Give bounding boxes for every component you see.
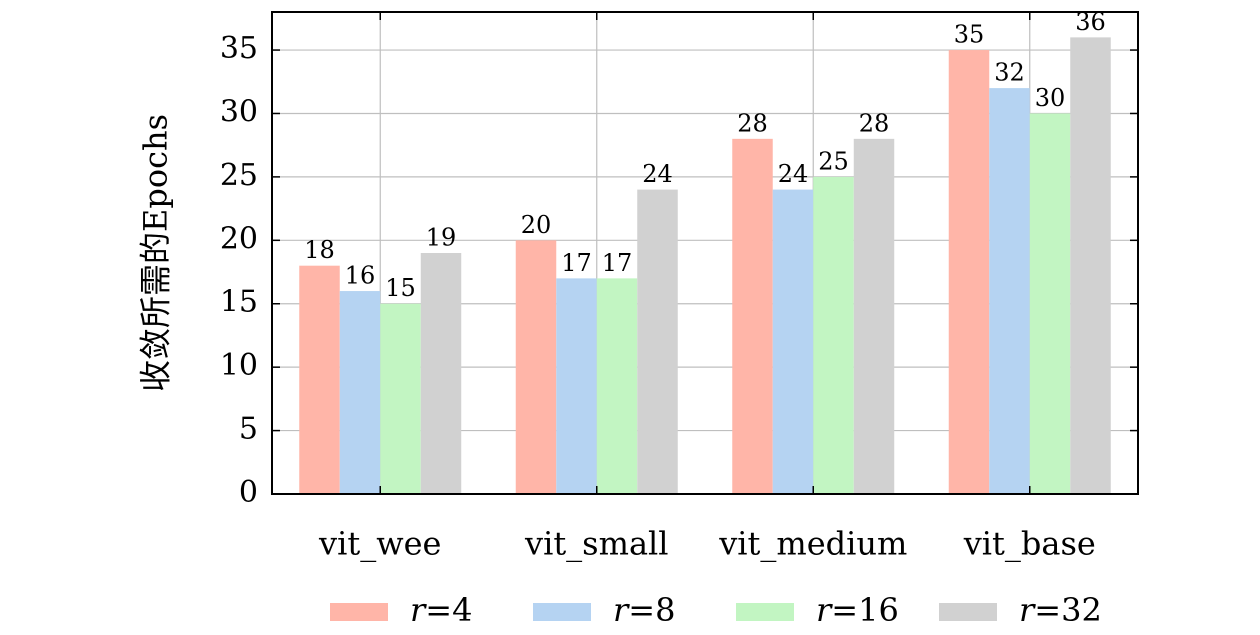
legend-item: r=32	[939, 591, 1102, 629]
legend-label: r=4	[410, 591, 472, 629]
bars	[299, 37, 1111, 495]
legend-swatch	[330, 603, 388, 621]
data-label: 19	[426, 224, 457, 252]
legend-swatch	[533, 603, 591, 621]
legend-item: r=16	[736, 591, 899, 629]
y-tick-label: 20	[220, 221, 258, 256]
data-label: 25	[818, 147, 849, 175]
data-label: 20	[521, 211, 552, 239]
data-label: 17	[561, 249, 592, 277]
category-label: vit_wee	[318, 525, 441, 563]
bar	[853, 138, 895, 494]
bar	[596, 278, 638, 494]
legend: r=4 r=8 r=16 r=32	[330, 591, 1102, 629]
category-label: vit_small	[524, 525, 668, 563]
category-label: vit_medium	[718, 525, 907, 563]
data-label: 15	[385, 274, 416, 302]
y-tick-label: 30	[220, 94, 258, 129]
legend-label: r=8	[613, 591, 675, 629]
y-tick-label: 5	[239, 412, 258, 447]
legend-swatch	[736, 603, 794, 621]
data-label: 30	[1035, 84, 1066, 112]
legend-item: r=8	[533, 591, 675, 629]
bar	[420, 253, 462, 494]
legend-item: r=4	[330, 591, 472, 629]
data-label: 28	[737, 109, 768, 137]
data-label: 24	[778, 160, 809, 188]
data-label: 18	[304, 236, 335, 264]
category-label: vit_base	[963, 525, 1096, 563]
bar	[637, 189, 678, 494]
legend-label: r=32	[1019, 591, 1102, 629]
data-label: 17	[602, 249, 633, 277]
bar	[515, 240, 557, 494]
data-label: 24	[642, 160, 673, 188]
y-tick-label: 0	[239, 475, 258, 510]
data-label: 16	[345, 262, 376, 290]
legend-swatch	[939, 603, 997, 621]
y-axis-ticks: 0 5 10 15 20 25 30 35	[220, 12, 1138, 510]
y-axis-title: 收敛所需的Epochs	[137, 114, 175, 392]
bar	[948, 50, 990, 494]
data-label: 35	[954, 21, 985, 49]
bar	[732, 138, 773, 494]
y-tick-label: 25	[220, 158, 258, 193]
bar	[556, 278, 597, 494]
y-tick-label: 10	[220, 348, 258, 383]
data-label: 32	[994, 59, 1025, 87]
bar	[813, 176, 854, 495]
y-tick-label: 35	[220, 31, 258, 66]
bar	[989, 88, 1030, 495]
y-tick-label: 15	[220, 285, 258, 320]
bar	[339, 291, 381, 494]
bar	[380, 303, 421, 494]
plot-frame	[271, 11, 1139, 495]
x-axis-categories: vit_wee vit_small vit_medium vit_base	[318, 525, 1096, 563]
bar	[1029, 113, 1071, 494]
data-label: 28	[859, 109, 890, 137]
bar	[772, 189, 814, 494]
legend-label: r=16	[816, 591, 899, 629]
bar	[1070, 37, 1111, 495]
bar	[299, 265, 340, 494]
